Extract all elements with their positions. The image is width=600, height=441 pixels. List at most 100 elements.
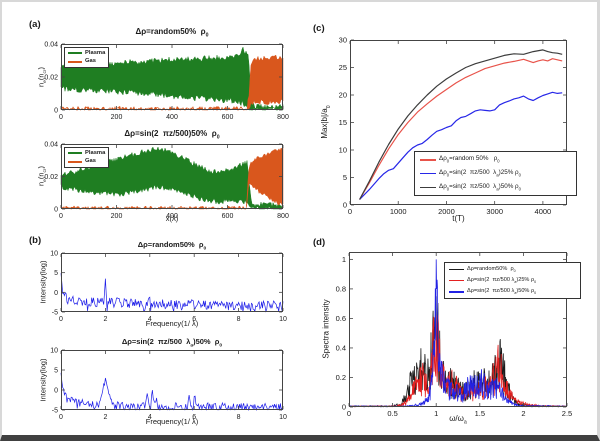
legend-label: Gas bbox=[85, 158, 96, 165]
panel-label-c: (c) bbox=[313, 23, 325, 34]
legend-label: Gas bbox=[85, 58, 96, 65]
legend-label: Δρ=sin(2 πz/500 λa)50% ρ0 bbox=[467, 288, 537, 296]
plot-d-ylabel: Spectra intensity bbox=[321, 299, 331, 359]
plasma-line-swatch bbox=[68, 152, 82, 155]
plot-a1-density-random: 0 200 400 600 800 0 0.02 0.04 bbox=[44, 42, 289, 122]
svg-text:3000: 3000 bbox=[486, 207, 503, 216]
svg-text:10: 10 bbox=[279, 414, 287, 421]
plot-b2-spectrum-sin: 0 2 4 6 8 10 -5 0 5 10 bbox=[50, 348, 287, 422]
svg-text:6: 6 bbox=[192, 414, 196, 421]
plot-d-xlabel: ω/ωa bbox=[449, 414, 467, 426]
svg-text:2000: 2000 bbox=[438, 207, 455, 216]
svg-text:10: 10 bbox=[339, 146, 347, 155]
plot-a1-ylabel: ne(ncr) bbox=[36, 66, 48, 88]
svg-text:1.5: 1.5 bbox=[475, 409, 485, 418]
plot-b2-title: Δρ=sin(2 πz/500 λa)50% ρ0 bbox=[121, 337, 223, 349]
legend-label: Δρ0=random 50% ρ0 bbox=[439, 155, 500, 164]
svg-text:800: 800 bbox=[277, 213, 289, 220]
panel-label-d: (d) bbox=[313, 237, 326, 248]
legend-item-random50: Δρ=random50% ρ0 bbox=[449, 266, 576, 273]
legend-label: Δρ=sin(2 πz/500 λa)25% ρ0 bbox=[467, 277, 537, 285]
svg-text:20: 20 bbox=[339, 91, 347, 100]
svg-text:8: 8 bbox=[237, 414, 241, 421]
svg-text:0.04: 0.04 bbox=[44, 42, 58, 49]
panel-label-b: (b) bbox=[29, 235, 42, 246]
svg-text:1000: 1000 bbox=[390, 207, 407, 216]
legend-label: Plasma bbox=[85, 50, 106, 56]
plot-d-spectra: 0 0.5 1 1.5 2 2.5 0 0.2 0.4 0.6 0.8 1 bbox=[336, 252, 572, 418]
svg-text:10: 10 bbox=[50, 251, 58, 258]
svg-text:400: 400 bbox=[166, 213, 178, 220]
svg-text:-5: -5 bbox=[52, 408, 58, 415]
plot-a2-ylabel: ne(ncr) bbox=[36, 165, 48, 187]
plot-c-xlabel: t(T) bbox=[452, 214, 465, 223]
plot-b1-title: Δρ=random50% ρ0 bbox=[137, 240, 207, 252]
svg-text:0.02: 0.02 bbox=[44, 174, 58, 181]
svg-text:200: 200 bbox=[111, 114, 123, 121]
plot-b1-ylabel: Intensity(log) bbox=[38, 260, 48, 304]
plot-a2-xlabel: x(λ) bbox=[165, 214, 179, 223]
svg-text:8: 8 bbox=[237, 316, 241, 323]
svg-text:2: 2 bbox=[521, 409, 525, 418]
svg-text:1: 1 bbox=[434, 409, 438, 418]
red-line-swatch bbox=[449, 279, 464, 282]
legend-item-gas: Gas bbox=[68, 58, 105, 64]
svg-text:200: 200 bbox=[111, 213, 123, 220]
svg-text:600: 600 bbox=[222, 114, 234, 121]
svg-text:4: 4 bbox=[148, 414, 152, 421]
svg-text:25: 25 bbox=[339, 63, 347, 72]
legend-label: Δρ0=sin(2 πz/500 λa)50% ρ0 bbox=[439, 182, 521, 191]
legend-item-sin50: Δρ0=sin(2 πz/500 λa)50% ρ0 bbox=[420, 182, 571, 192]
gas-line-swatch bbox=[68, 60, 82, 63]
svg-text:0: 0 bbox=[54, 290, 58, 297]
svg-text:0: 0 bbox=[343, 201, 347, 210]
svg-text:5: 5 bbox=[54, 368, 58, 375]
legend-plot-a2: Plasma Gas bbox=[64, 147, 110, 168]
gas-line-swatch bbox=[68, 160, 82, 163]
svg-text:30: 30 bbox=[339, 36, 347, 45]
svg-text:2: 2 bbox=[103, 316, 107, 323]
plot-a2-title: Δρ=sin(2 πz/500)50% ρ0 bbox=[124, 129, 220, 141]
svg-text:10: 10 bbox=[50, 348, 58, 355]
svg-text:0.4: 0.4 bbox=[336, 343, 346, 352]
svg-text:400: 400 bbox=[166, 114, 178, 121]
svg-text:0: 0 bbox=[59, 114, 63, 121]
plot-b2-xlabel: Frequency(1/ λ) bbox=[145, 417, 199, 426]
plot-a2-canvas: 0 200 400 600 800 0 0.02 0.04 bbox=[44, 142, 289, 221]
svg-text:-5: -5 bbox=[52, 310, 58, 317]
svg-text:800: 800 bbox=[277, 114, 289, 121]
blue-line-swatch bbox=[449, 291, 464, 293]
svg-text:5: 5 bbox=[343, 173, 347, 182]
plot-b2-ylabel: Intensity(log) bbox=[38, 358, 48, 402]
svg-text:600: 600 bbox=[222, 213, 234, 220]
plot-c-maxb-growth: 0 1000 2000 3000 4000 0 5 10 15 20 25 30 bbox=[339, 36, 567, 216]
plot-a1-title: Δρ=random50% ρ0 bbox=[135, 27, 209, 39]
svg-text:0: 0 bbox=[54, 388, 58, 395]
plot-c-canvas: 0 1000 2000 3000 4000 0 5 10 15 20 25 30 bbox=[339, 36, 567, 216]
legend-item-sin25: Δρ0=sin(2 πz/500 λa)25% ρ0 bbox=[420, 169, 571, 178]
svg-text:4: 4 bbox=[148, 316, 152, 323]
panel-label-a: (a) bbox=[29, 19, 41, 30]
legend-plot-c: Δρ0=random 50% ρ0 Δρ0=sin(2 πz/500 λa)25… bbox=[414, 151, 577, 197]
legend-label: Plasma bbox=[85, 150, 106, 156]
svg-text:0.04: 0.04 bbox=[44, 142, 58, 149]
legend-item-random50: Δρ0=random 50% ρ0 bbox=[420, 155, 571, 164]
legend-item-plasma: Plasma bbox=[68, 150, 105, 156]
plasma-line-swatch bbox=[68, 52, 82, 55]
svg-text:0: 0 bbox=[59, 213, 63, 220]
svg-text:0: 0 bbox=[59, 316, 63, 323]
svg-text:0.8: 0.8 bbox=[336, 284, 346, 293]
legend-plot-d: Δρ=random50% ρ0 Δρ=sin(2 πz/500 λa)25% ρ… bbox=[444, 262, 581, 300]
legend-item-sin50: Δρ=sin(2 πz/500 λa)50% ρ0 bbox=[449, 288, 576, 295]
svg-text:5: 5 bbox=[54, 270, 58, 277]
plot-d-canvas: 0 0.5 1 1.5 2 2.5 0 0.2 0.4 0.6 0.8 1 bbox=[336, 252, 572, 418]
svg-text:0.5: 0.5 bbox=[387, 409, 397, 418]
svg-text:0: 0 bbox=[59, 414, 63, 421]
plot-b1-xlabel: Frequency(1/ λ) bbox=[145, 319, 199, 328]
svg-text:15: 15 bbox=[339, 118, 347, 127]
legend-plot-a1: Plasma Gas bbox=[64, 47, 110, 68]
black-line-swatch bbox=[449, 268, 464, 271]
